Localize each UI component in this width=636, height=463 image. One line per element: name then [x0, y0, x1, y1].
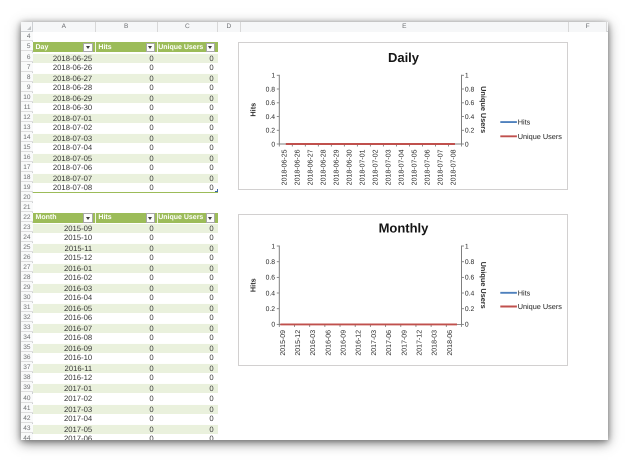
- svg-text:0.6: 0.6: [464, 100, 474, 107]
- svg-text:1: 1: [271, 243, 275, 250]
- svg-text:Hits: Hits: [517, 118, 530, 127]
- svg-text:Unique Users: Unique Users: [478, 262, 487, 309]
- svg-text:2016-09: 2016-09: [340, 330, 347, 356]
- svg-text:0: 0: [464, 141, 468, 148]
- svg-text:0.2: 0.2: [464, 128, 474, 135]
- svg-text:0.8: 0.8: [464, 86, 474, 93]
- svg-text:0: 0: [464, 322, 468, 329]
- svg-text:2018-07-07: 2018-07-07: [437, 149, 444, 185]
- svg-text:Unique Users: Unique Users: [517, 302, 562, 311]
- svg-text:0.6: 0.6: [265, 275, 275, 282]
- svg-text:0.8: 0.8: [265, 259, 275, 266]
- svg-text:2018-07-06: 2018-07-06: [424, 149, 431, 185]
- svg-text:Hits: Hits: [517, 289, 530, 298]
- svg-text:Hits: Hits: [248, 103, 257, 117]
- svg-text:0.4: 0.4: [464, 290, 474, 297]
- svg-text:1: 1: [464, 73, 468, 80]
- svg-text:2018-06-27: 2018-06-27: [307, 149, 314, 185]
- svg-text:0.4: 0.4: [464, 114, 474, 121]
- svg-text:2018-06-29: 2018-06-29: [333, 149, 340, 185]
- svg-text:0.2: 0.2: [265, 306, 275, 313]
- svg-text:0: 0: [271, 322, 275, 329]
- svg-text:2018-07-01: 2018-07-01: [359, 149, 366, 185]
- svg-text:2018-07-08: 2018-07-08: [450, 149, 457, 185]
- svg-text:0.6: 0.6: [464, 275, 474, 282]
- svg-text:2018-06-30: 2018-06-30: [346, 149, 353, 185]
- svg-text:0: 0: [271, 141, 275, 148]
- svg-text:1: 1: [464, 243, 468, 250]
- svg-text:0.2: 0.2: [265, 128, 275, 135]
- svg-text:2017-06: 2017-06: [386, 330, 393, 356]
- svg-text:0.4: 0.4: [265, 114, 275, 121]
- svg-text:Unique Users: Unique Users: [517, 132, 562, 141]
- svg-text:2017-03: 2017-03: [370, 330, 377, 356]
- svg-text:2018-06-28: 2018-06-28: [320, 149, 327, 185]
- svg-text:0.8: 0.8: [265, 86, 275, 93]
- svg-text:Daily: Daily: [387, 50, 419, 65]
- svg-text:2018-07-05: 2018-07-05: [411, 149, 418, 185]
- svg-text:2016-12: 2016-12: [355, 330, 362, 356]
- svg-text:Unique Users: Unique Users: [478, 86, 487, 133]
- svg-text:2016-03: 2016-03: [310, 330, 317, 356]
- svg-text:2016-06: 2016-06: [325, 330, 332, 356]
- svg-text:2018-07-04: 2018-07-04: [398, 149, 405, 185]
- svg-text:2018-06-25: 2018-06-25: [281, 149, 288, 185]
- svg-text:Monthly: Monthly: [378, 221, 429, 236]
- svg-text:2018-03: 2018-03: [431, 330, 438, 356]
- svg-text:2018-07-03: 2018-07-03: [385, 149, 392, 185]
- svg-text:0.8: 0.8: [464, 259, 474, 266]
- svg-text:Hits: Hits: [248, 278, 257, 292]
- svg-text:1: 1: [271, 73, 275, 80]
- svg-text:2017-09: 2017-09: [401, 330, 408, 356]
- svg-text:2015-09: 2015-09: [279, 330, 286, 356]
- svg-text:0.4: 0.4: [265, 290, 275, 297]
- svg-text:2018-06-26: 2018-06-26: [294, 149, 301, 185]
- svg-text:0.2: 0.2: [464, 306, 474, 313]
- svg-text:2018-07-02: 2018-07-02: [372, 149, 379, 185]
- svg-text:2015-12: 2015-12: [294, 330, 301, 356]
- svg-text:0.6: 0.6: [265, 100, 275, 107]
- svg-text:2018-06: 2018-06: [446, 330, 453, 356]
- svg-text:2017-12: 2017-12: [416, 330, 423, 356]
